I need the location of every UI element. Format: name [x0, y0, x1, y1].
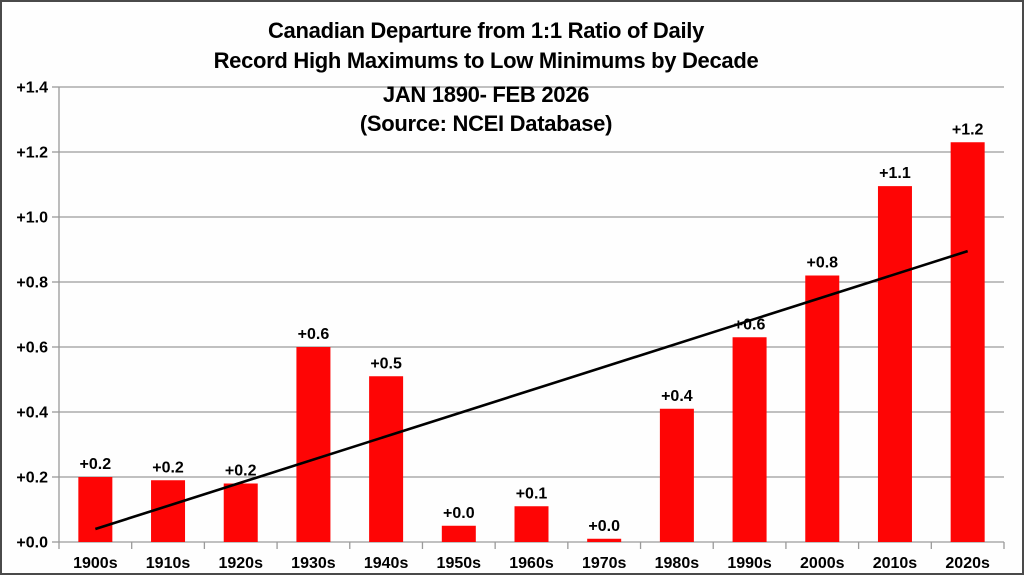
y-tick-label: +0.0: [16, 535, 48, 552]
bar-2010s: [877, 186, 912, 542]
trend-line: [94, 249, 969, 531]
y-tick-label: +0.6: [16, 340, 48, 357]
bar-value-label: +0.0: [443, 505, 475, 522]
bar-value-label: +0.4: [661, 388, 693, 405]
bar-1940s: [369, 376, 404, 542]
bar-1950s: [441, 525, 476, 542]
bar-2000s: [805, 275, 840, 542]
bar-1990s: [732, 337, 767, 542]
x-tick-label: 1960s: [509, 555, 554, 572]
x-tick-label: 2000s: [800, 555, 845, 572]
bar-1960s: [514, 506, 549, 542]
x-tick-label: 1940s: [364, 555, 409, 572]
bar-1900s: [78, 477, 113, 542]
bar-value-label: +0.1: [516, 485, 548, 502]
bar-1920s: [223, 483, 258, 542]
bar-1910s: [151, 480, 186, 542]
y-tick-label: +1.4: [16, 80, 48, 97]
bar-value-label: +0.2: [152, 459, 184, 476]
bar-value-label: +1.1: [879, 165, 911, 182]
x-tick-label: 1930s: [291, 555, 336, 572]
y-tick-label: +1.0: [16, 210, 48, 227]
bar-value-label: +0.8: [806, 255, 838, 272]
x-tick-label: 2020s: [945, 555, 990, 572]
bar-value-label: +0.6: [298, 326, 330, 343]
x-tick-label: 2010s: [873, 555, 918, 572]
bar-value-label: +0.5: [370, 355, 402, 372]
x-tick-label: 1950s: [437, 555, 482, 572]
bar-value-label: +0.2: [225, 463, 257, 480]
y-tick-label: +0.8: [16, 275, 48, 292]
bar-value-label: +1.2: [952, 121, 984, 138]
bar-value-label: +0.2: [80, 456, 112, 473]
x-tick-label: 1910s: [146, 555, 191, 572]
bar-value-label: +0.6: [734, 316, 766, 333]
bar-1970s: [587, 538, 622, 542]
bar-value-label: +0.0: [588, 518, 620, 535]
x-tick-label: 1900s: [73, 555, 118, 572]
x-tick-label: 1970s: [582, 555, 627, 572]
x-tick-label: 1920s: [218, 555, 263, 572]
y-tick-label: +0.2: [16, 470, 48, 487]
bar-1980s: [659, 408, 694, 542]
bar-2020s: [950, 142, 985, 542]
bar-1930s: [296, 347, 331, 542]
x-tick-label: 1980s: [655, 555, 700, 572]
x-tick-label: 1990s: [727, 555, 772, 572]
y-tick-label: +1.2: [16, 145, 48, 162]
y-tick-label: +0.4: [16, 405, 48, 422]
